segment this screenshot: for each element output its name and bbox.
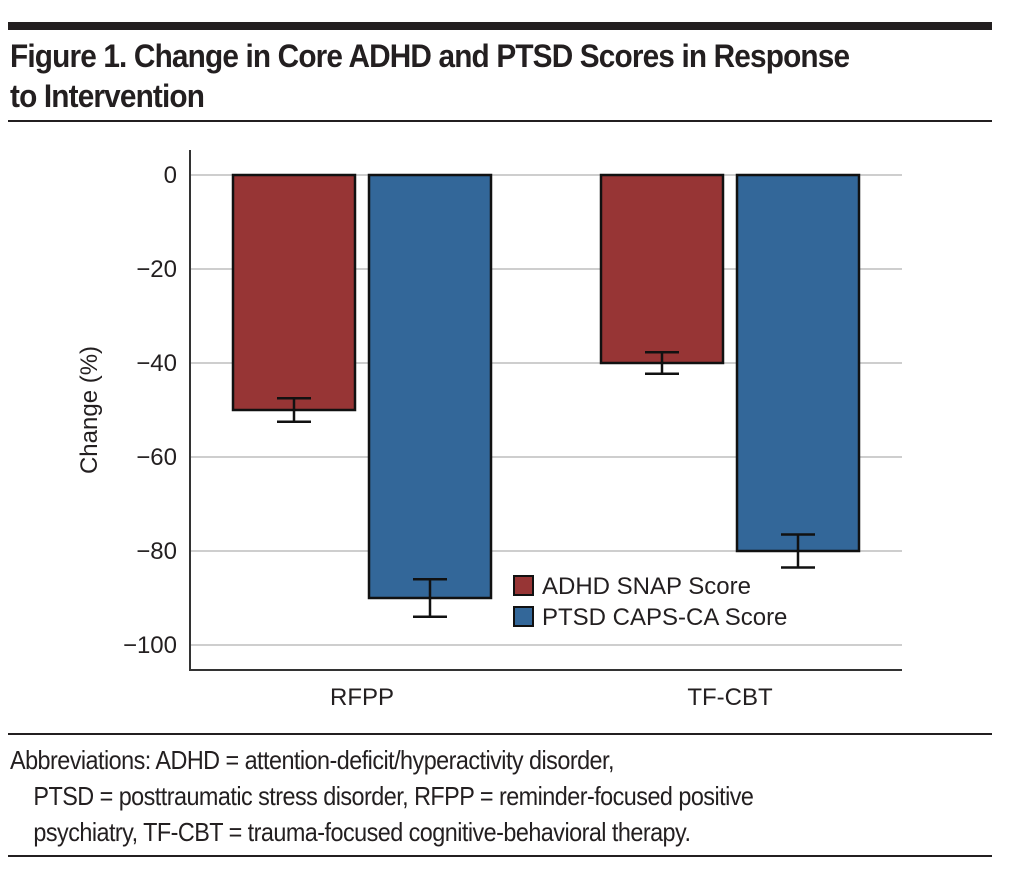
top-rule <box>8 22 992 30</box>
legend-item: PTSD CAPS-CA Score <box>513 604 787 631</box>
error-bars <box>277 350 815 619</box>
x-tick-label: TF-CBT <box>687 684 773 711</box>
title-rule <box>8 120 992 122</box>
error-bar <box>781 533 815 569</box>
x-tick-labels: RFPP TF-CBT <box>330 684 773 711</box>
bar-ptsd-tf-cbt <box>735 173 861 553</box>
legend-swatch <box>513 575 534 596</box>
y-tick-label: −80 <box>136 538 177 565</box>
error-bar <box>645 350 679 376</box>
bar-adhd-rfpp <box>231 173 357 412</box>
bars <box>231 173 861 600</box>
bar-ptsd-rfpp <box>367 173 493 600</box>
y-tick-label: −20 <box>136 256 177 283</box>
y-tick-label: −60 <box>136 444 177 471</box>
caption-line-2: PTSD = posttraumatic stress disorder, RF… <box>33 781 754 811</box>
legend-label: ADHD SNAP Score <box>542 573 751 600</box>
figure-title: Figure 1. Change in Core ADHD and PTSD S… <box>10 36 931 116</box>
bottom-rule <box>8 855 992 857</box>
legend-swatch <box>513 606 534 627</box>
y-tick-labels: 0 −20 −40 −60 −80 −100 <box>123 162 177 659</box>
y-tick-label: 0 <box>164 162 177 189</box>
figure-title-line-2: to Intervention <box>10 78 205 114</box>
bar-adhd-tf-cbt <box>599 173 725 365</box>
x-tick-label: RFPP <box>330 684 394 711</box>
legend: ADHD SNAP Score PTSD CAPS-CA Score <box>513 573 787 631</box>
y-tick-label: −100 <box>123 632 177 659</box>
figure-caption: Abbreviations: ADHD = attention-deficit/… <box>10 742 892 850</box>
error-bar <box>277 397 311 423</box>
caption-rule <box>8 733 992 735</box>
y-axis-label: Change (%) <box>76 346 103 474</box>
error-bar <box>413 577 447 619</box>
figure-title-line-1: Figure 1. Change in Core ADHD and PTSD S… <box>10 38 850 74</box>
legend-item: ADHD SNAP Score <box>513 573 751 600</box>
y-tick-label: −40 <box>136 350 177 377</box>
caption-line-1: Abbreviations: ADHD = attention-deficit/… <box>10 745 614 775</box>
caption-line-3: psychiatry, TF-CBT = trauma-focused cogn… <box>33 817 691 847</box>
legend-label: PTSD CAPS-CA Score <box>542 604 787 631</box>
